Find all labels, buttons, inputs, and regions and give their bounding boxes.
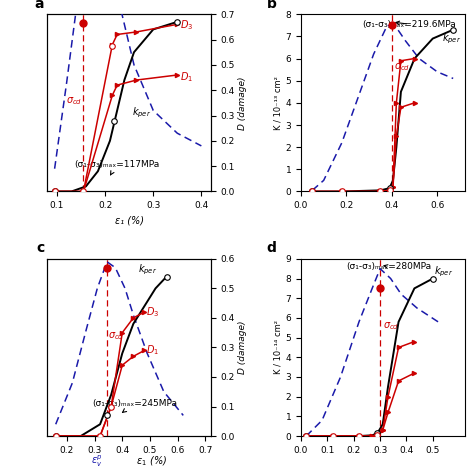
Text: a: a — [35, 0, 44, 11]
Text: c: c — [36, 241, 44, 255]
Text: $k_{per}$: $k_{per}$ — [137, 263, 157, 277]
Text: $D_1$: $D_1$ — [180, 70, 193, 84]
Text: $\sigma_{cd}$: $\sigma_{cd}$ — [383, 320, 400, 331]
Text: $D_1$: $D_1$ — [146, 343, 159, 357]
Text: d: d — [266, 241, 276, 255]
Text: (σ₁-σ₃)ₘₐₓ=245MPa: (σ₁-σ₃)ₘₐₓ=245MPa — [92, 399, 177, 412]
Text: $k_{per}$: $k_{per}$ — [132, 106, 151, 120]
Text: $\sigma_{cd}$: $\sigma_{cd}$ — [109, 330, 125, 342]
Text: $\sigma_{cd}$: $\sigma_{cd}$ — [394, 62, 410, 73]
Text: $k_{per}$: $k_{per}$ — [442, 31, 461, 46]
Text: b: b — [266, 0, 276, 11]
Y-axis label: K / 10⁻¹⁴ cm²: K / 10⁻¹⁴ cm² — [273, 320, 283, 374]
X-axis label: ε₁ (%): ε₁ (%) — [115, 216, 144, 226]
Text: (σ₁-σ₃)ₘₐₓ=280MPa: (σ₁-σ₃)ₘₐₓ=280MPa — [346, 262, 431, 271]
Text: $\sigma_{cd}$: $\sigma_{cd}$ — [66, 95, 82, 107]
Text: $D_3$: $D_3$ — [180, 18, 193, 32]
Text: $\varepsilon_1$ (%): $\varepsilon_1$ (%) — [130, 455, 167, 468]
Text: (σ₁-σ₃)ₘₐₓ=219.6MPa: (σ₁-σ₃)ₘₐₓ=219.6MPa — [362, 20, 456, 29]
Text: $k_{per}$: $k_{per}$ — [434, 265, 454, 279]
Y-axis label: K / 10⁻¹³ cm²: K / 10⁻¹³ cm² — [273, 76, 283, 130]
Y-axis label: D (damage): D (damage) — [238, 76, 247, 129]
Text: (σ₁-σ₃)ₘₐₓ=117MPa: (σ₁-σ₃)ₘₐₓ=117MPa — [74, 160, 159, 175]
Text: $D_3$: $D_3$ — [146, 305, 159, 319]
Y-axis label: D (damage): D (damage) — [238, 321, 247, 374]
Text: $\varepsilon^p_v$: $\varepsilon^p_v$ — [91, 454, 102, 469]
